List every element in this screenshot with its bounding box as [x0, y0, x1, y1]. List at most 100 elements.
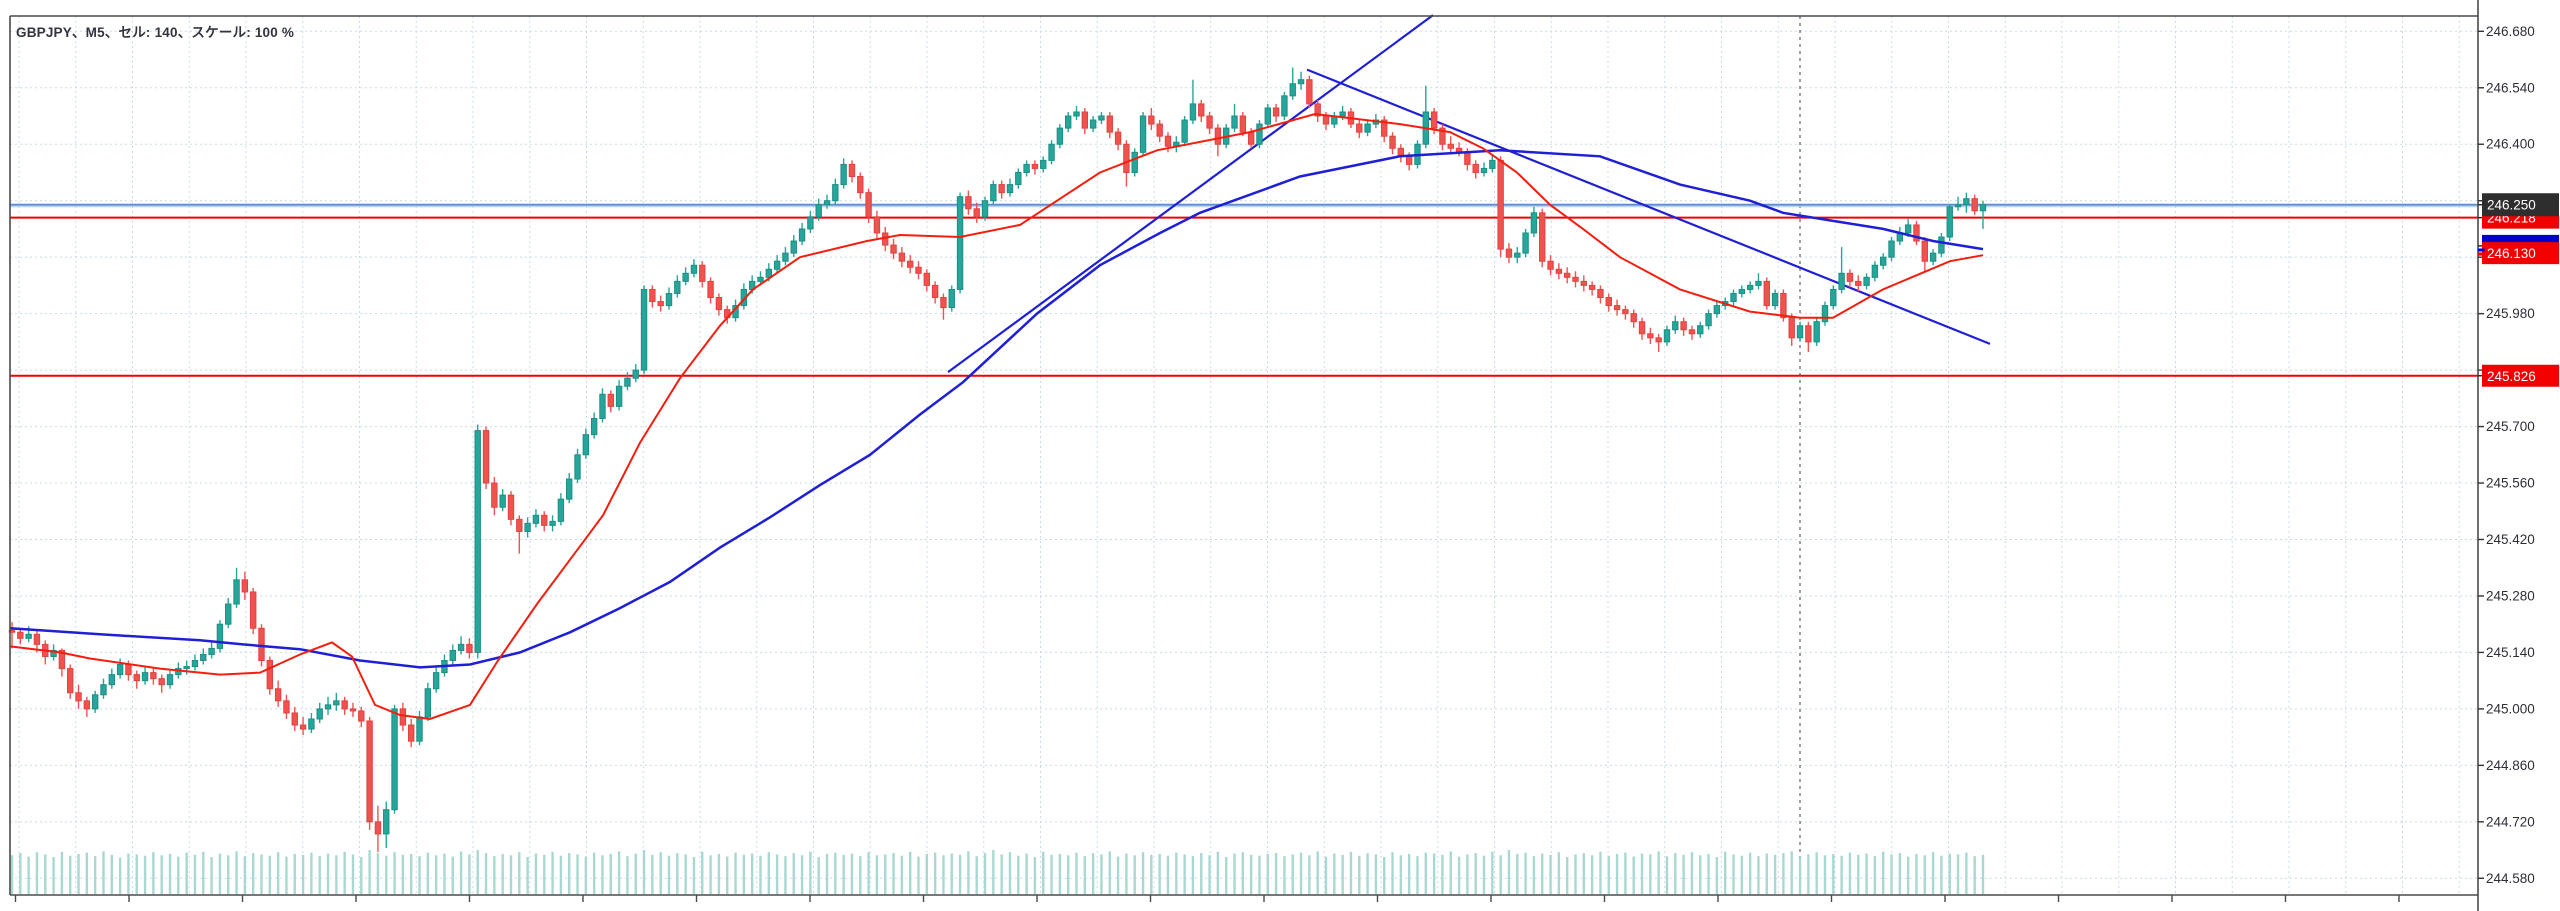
volume-bar	[1973, 856, 1976, 894]
candle-body	[191, 660, 199, 668]
volume-bar	[1416, 856, 1419, 894]
volume-bar	[1674, 853, 1677, 894]
candle-body	[91, 694, 99, 710]
price-tick-label: 246.540	[2486, 80, 2535, 95]
candle-body	[466, 643, 473, 653]
volume-bar	[1790, 851, 1793, 894]
candle-body	[1164, 135, 1172, 147]
volume-bar	[1474, 853, 1477, 894]
candle	[183, 660, 190, 675]
candle-body	[1364, 123, 1371, 133]
candle	[1946, 204, 1953, 242]
volume-bar	[1258, 855, 1261, 894]
candle	[1231, 103, 1238, 133]
volume-bar	[967, 851, 970, 894]
volume-bar	[1507, 850, 1511, 894]
candle-body	[1239, 115, 1247, 133]
candle-body	[1563, 272, 1571, 278]
volume-bar	[1898, 853, 1902, 894]
volume-bar	[684, 854, 687, 894]
volume-bar	[360, 857, 363, 894]
volume-bar	[634, 853, 637, 894]
candle-body	[125, 664, 132, 676]
candle	[358, 706, 365, 728]
candle-body	[566, 478, 573, 500]
candle-body	[482, 430, 490, 484]
volume-bar	[60, 851, 64, 894]
volume-bar	[1175, 852, 1178, 894]
volume-bar	[401, 854, 405, 894]
trendline-ascending[interactable]	[947, 14, 1434, 374]
candle	[1896, 226, 1904, 246]
candle-body	[965, 196, 972, 210]
candle	[674, 275, 681, 298]
volume-bar	[218, 853, 222, 894]
candle-body	[1089, 119, 1097, 129]
price-tick-label: 245.280	[2486, 588, 2535, 603]
volume-bar	[925, 853, 929, 894]
candle	[915, 261, 922, 280]
candle	[349, 702, 357, 717]
candle-body	[1846, 272, 1854, 282]
volume-bar	[717, 853, 721, 894]
volume-bar	[1249, 854, 1253, 894]
candle-body	[516, 518, 523, 532]
candle	[1256, 120, 1263, 149]
volume-bar	[958, 854, 962, 894]
candle-body	[349, 708, 357, 712]
volume-bar	[1857, 854, 1860, 894]
volume-bar	[1931, 852, 1935, 894]
candle	[283, 694, 290, 719]
candle-body	[1489, 159, 1496, 169]
candle	[1888, 237, 1895, 262]
candle	[491, 476, 498, 516]
candle	[1880, 253, 1887, 270]
volume-bar	[1116, 856, 1120, 894]
candle-body	[391, 708, 398, 811]
horizontal-lines[interactable]	[10, 203, 2478, 377]
candle	[1214, 124, 1222, 157]
candle	[1563, 267, 1571, 284]
volume-bar	[742, 854, 746, 894]
volume-bar	[310, 852, 313, 894]
candle	[1855, 275, 1862, 292]
volume-bar	[1890, 854, 1893, 894]
volume-bar	[1690, 852, 1694, 894]
candle	[798, 222, 806, 246]
candle	[91, 690, 99, 713]
candle-body	[1381, 119, 1388, 137]
volume-bar	[118, 857, 122, 894]
candle-body	[1198, 103, 1205, 117]
candle-body	[1946, 206, 1953, 238]
candle	[1605, 293, 1612, 312]
candle-body	[200, 653, 207, 662]
candle-body	[1247, 131, 1255, 145]
volume-bar	[1358, 855, 1361, 894]
price-axis[interactable]: 246.680246.540246.400246.260246.120245.9…	[2478, 24, 2559, 886]
candle-body	[807, 216, 814, 230]
candle-body	[341, 700, 348, 710]
trendline-descending[interactable]	[1306, 68, 1991, 345]
candle-body	[1688, 329, 1696, 335]
candle	[1547, 255, 1554, 276]
volume-bar	[426, 852, 430, 894]
trendlines[interactable]	[947, 14, 1991, 374]
candle	[1630, 309, 1637, 328]
volume-bar	[1283, 856, 1286, 894]
candle-body	[1206, 115, 1213, 129]
candle	[1389, 132, 1396, 155]
volume-bar	[1582, 853, 1586, 894]
candle	[1963, 192, 1970, 213]
candle	[1913, 220, 1920, 246]
line-label-246250	[2482, 193, 2559, 217]
candle	[457, 636, 465, 655]
volume-bar	[592, 852, 596, 894]
volume-bar	[52, 857, 55, 894]
candle	[1189, 79, 1197, 125]
volume-bar	[842, 854, 845, 894]
candle	[1181, 116, 1188, 147]
candle-body	[615, 385, 623, 407]
candle-body	[640, 288, 648, 371]
